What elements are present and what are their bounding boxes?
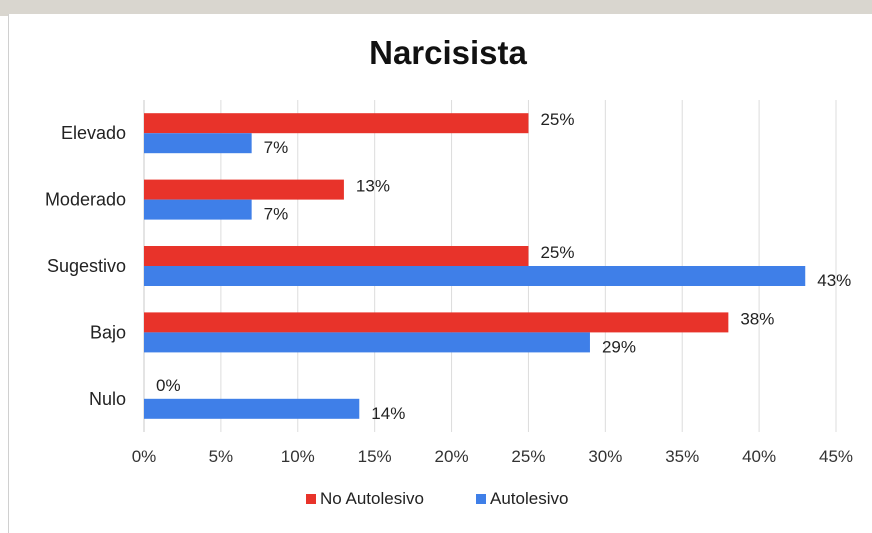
data-label: 7% [264, 138, 289, 157]
category-label: Nulo [89, 389, 126, 409]
bar-autolesivo [144, 332, 590, 353]
x-tick-label: 5% [209, 447, 234, 466]
x-tick-label: 0% [132, 447, 157, 466]
data-label: 0% [156, 376, 181, 395]
legend-label-no-autolesivo: No Autolesivo [320, 489, 424, 508]
category-label: Sugestivo [47, 256, 126, 276]
bar-autolesivo [144, 133, 252, 154]
legend-swatch-no-autolesivo [306, 494, 316, 504]
data-label: 14% [371, 404, 405, 423]
data-label: 13% [356, 177, 390, 196]
legend-swatch-autolesivo [476, 494, 486, 504]
category-label: Bajo [90, 322, 126, 342]
x-tick-label: 30% [588, 447, 622, 466]
bar-no-autolesivo [144, 246, 529, 266]
data-label: 29% [602, 337, 636, 356]
bars [144, 113, 806, 419]
x-tick-labels: 0% 5% 10% 15% 20% 25% 30% 35% 40% 45% [132, 447, 853, 466]
bar-autolesivo [144, 199, 252, 220]
chart-title: Narcisista [369, 34, 527, 71]
x-tick-label: 35% [665, 447, 699, 466]
bar-no-autolesivo [144, 179, 344, 200]
legend-label-autolesivo: Autolesivo [490, 489, 568, 508]
bar-no-autolesivo [144, 113, 529, 134]
bar-autolesivo [144, 266, 806, 286]
data-label: 43% [817, 271, 851, 290]
category-labels: Elevado Moderado Sugestivo Bajo Nulo [45, 123, 126, 409]
legend: No Autolesivo Autolesivo [306, 489, 568, 508]
data-label: 25% [540, 110, 574, 129]
data-label: 38% [740, 309, 774, 328]
data-labels: 25% 7% 13% 7% 25% 43% 38% 29% 0% 14% [156, 110, 851, 423]
x-tick-label: 40% [742, 447, 776, 466]
x-tick-label: 25% [511, 447, 545, 466]
x-tick-label: 20% [435, 447, 469, 466]
category-label: Moderado [45, 190, 126, 210]
category-label: Elevado [61, 123, 126, 143]
bar-no-autolesivo [144, 312, 729, 333]
data-label: 7% [264, 205, 289, 224]
bar-autolesivo [144, 398, 360, 419]
x-tick-label: 10% [281, 447, 315, 466]
x-tick-label: 15% [358, 447, 392, 466]
data-label: 25% [540, 243, 574, 262]
x-tick-label: 45% [819, 447, 853, 466]
page-top-band [0, 0, 872, 16]
